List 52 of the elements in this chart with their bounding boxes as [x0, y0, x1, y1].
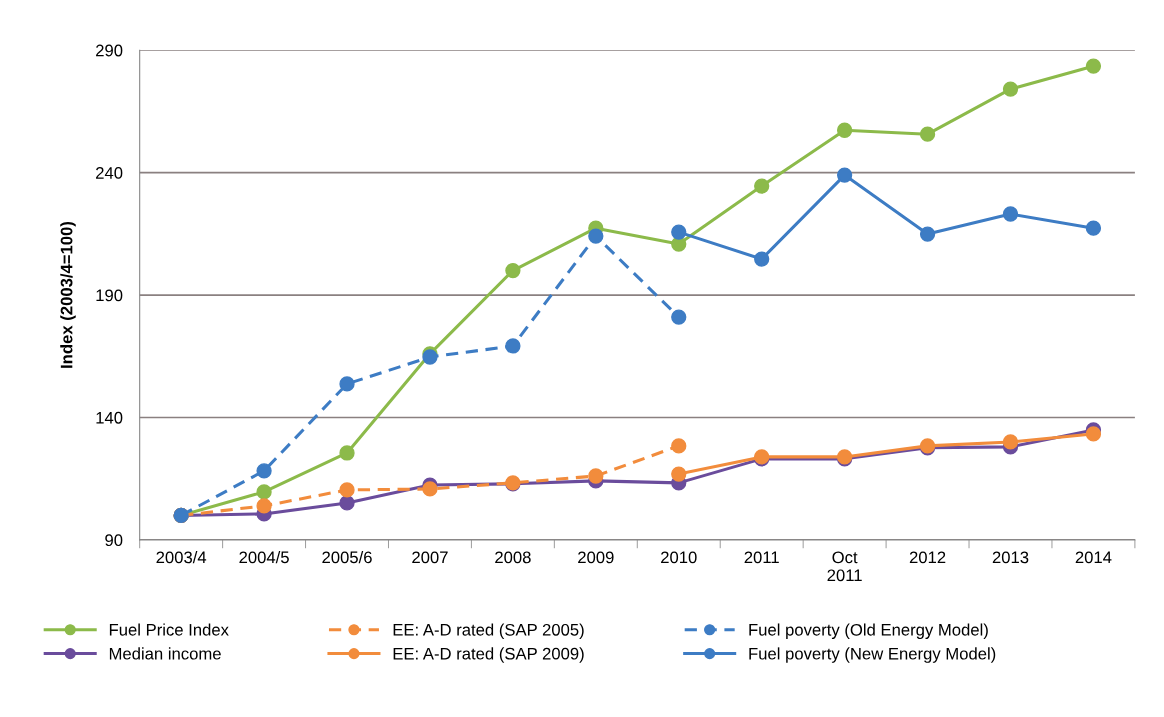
y-tick-label: 290 [96, 44, 123, 57]
point [1002, 81, 1019, 97]
point [919, 226, 936, 242]
point [754, 178, 770, 194]
point [836, 122, 853, 138]
point [671, 309, 687, 325]
point [1085, 426, 1102, 442]
x-tick-label: 2007 [412, 551, 448, 564]
point [1002, 206, 1019, 222]
legend-label: EE: A-D rated (SAP 2009) [393, 647, 584, 663]
point [1085, 220, 1102, 236]
point [339, 376, 355, 392]
legend-label: Fuel poverty (New Energy Model) [749, 647, 996, 663]
point [505, 338, 521, 354]
legend-label: Median income [109, 647, 221, 660]
point [505, 262, 521, 279]
point [339, 482, 355, 498]
point [1085, 58, 1102, 74]
x-tick-label: 2012 [909, 551, 946, 564]
point [588, 228, 604, 244]
legend-label: Fuel Price Index [109, 623, 229, 636]
point [339, 495, 355, 511]
y-tick-label: 240 [96, 167, 123, 179]
x-tick-label: 2003/4 [156, 551, 207, 564]
point [256, 498, 272, 514]
y-tick-label: 140 [96, 411, 123, 424]
x-tick-label: 2008 [495, 551, 531, 564]
point [256, 463, 272, 479]
point [671, 466, 687, 482]
point [1002, 434, 1019, 450]
y-tick-label: 90 [105, 534, 123, 547]
x-tick-label: Oct 2011 [827, 551, 862, 582]
x-tick-label: 2005/6 [322, 551, 372, 564]
point [754, 251, 770, 267]
legend-label: Fuel poverty (Old Energy Model) [749, 623, 988, 639]
x-tick-label: 2004/5 [239, 551, 289, 564]
point [339, 445, 355, 461]
x-tick-label: 2014 [1075, 551, 1112, 564]
point [422, 481, 438, 497]
x-tick-label: 2013 [992, 551, 1029, 564]
point [671, 438, 687, 454]
point [588, 468, 604, 484]
y-axis-title: Index (2003/4=100) [60, 221, 76, 368]
point [671, 224, 687, 240]
point [256, 484, 272, 500]
point [836, 167, 853, 183]
x-tick-label: 2009 [578, 551, 614, 564]
y-tick-label: 190 [96, 289, 123, 302]
x-tick-label: 2011 [744, 551, 779, 564]
x-tick-label: 2010 [661, 551, 697, 564]
point [919, 126, 936, 142]
legend-label: EE: A-D rated (SAP 2005) [393, 623, 584, 639]
